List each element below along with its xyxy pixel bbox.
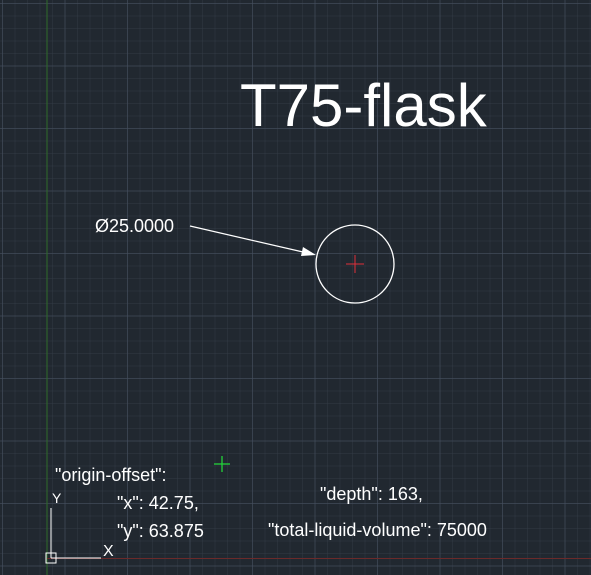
ucs-icon: Y X bbox=[46, 490, 114, 563]
annotation-line-origin-offset[interactable]: "origin-offset": bbox=[55, 466, 167, 484]
annotation-line-total-liquid-volume[interactable]: "total-liquid-volume": 75000 bbox=[268, 521, 487, 539]
cursor-crosshair-icon bbox=[214, 456, 230, 472]
diameter-dimension-text[interactable]: Ø25.0000 bbox=[95, 217, 174, 235]
ucs-y-label: Y bbox=[52, 490, 62, 506]
diameter-dimension-leader[interactable] bbox=[190, 226, 316, 256]
annotation-line-y[interactable]: "y": 63.875 bbox=[117, 522, 204, 540]
ucs-x-label: X bbox=[103, 543, 114, 560]
center-mark-icon bbox=[346, 255, 364, 273]
annotation-line-depth[interactable]: "depth": 163, bbox=[320, 485, 423, 503]
annotation-line-x[interactable]: "x": 42.75, bbox=[117, 494, 199, 512]
drawing-title-text[interactable]: T75-flask bbox=[240, 76, 487, 136]
